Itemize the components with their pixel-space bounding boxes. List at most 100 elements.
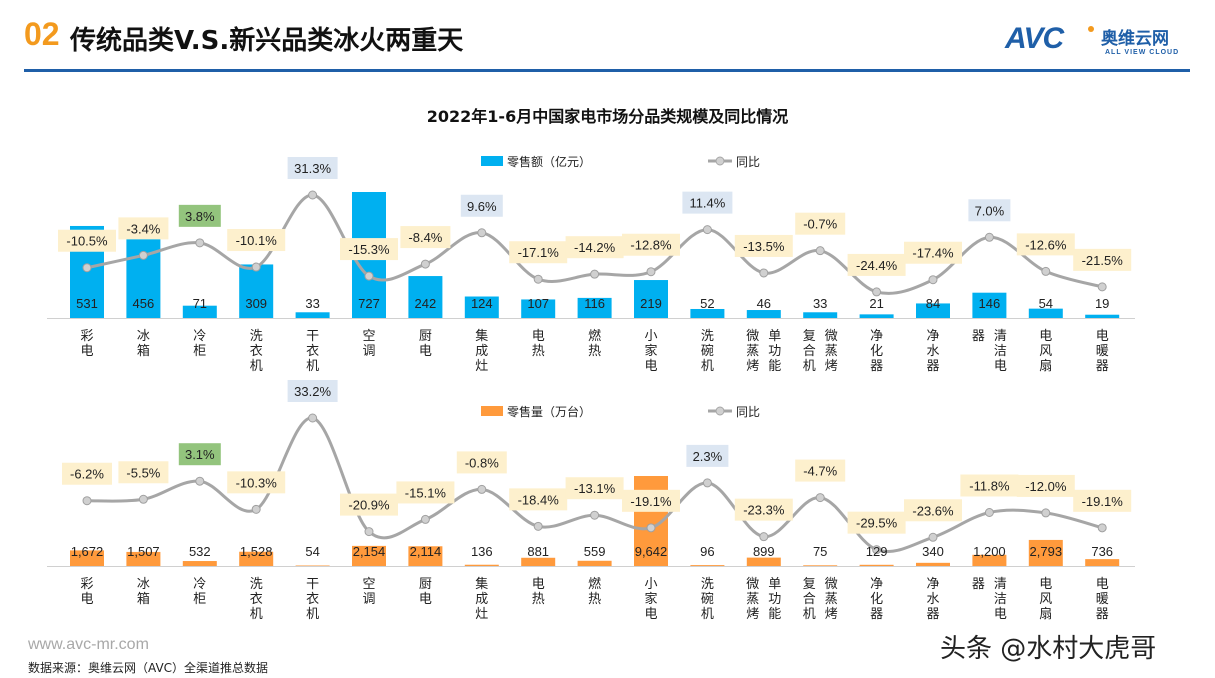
footer-source: 数据来源：奥维云网（AVC）全渠道推总数据 bbox=[28, 661, 269, 675]
yoy-marker bbox=[364, 271, 374, 281]
category-label: 干衣机 bbox=[306, 577, 319, 622]
category-label: 燃热 bbox=[588, 576, 601, 607]
page-title: 传统品类V.S.新兴品类冰火两重天 bbox=[70, 26, 464, 56]
yoy-marker bbox=[138, 250, 148, 260]
avc-logo: AVC 奥维云网 ALL VIEW CLOUD bbox=[1005, 22, 1195, 62]
bar-value-label: 107 bbox=[527, 296, 549, 311]
yoy-marker bbox=[759, 532, 769, 542]
yoy-marker bbox=[1041, 508, 1051, 518]
category-label: 彩电 bbox=[80, 329, 93, 359]
legend-line-marker bbox=[715, 406, 725, 416]
yoy-label: -14.2% bbox=[574, 240, 616, 255]
category-label: 冰箱 bbox=[137, 329, 150, 359]
bar bbox=[859, 314, 894, 318]
bar-value-label: 899 bbox=[753, 544, 775, 559]
bar-value-label: 129 bbox=[866, 544, 888, 559]
yoy-marker bbox=[872, 545, 882, 555]
yoy-label-box bbox=[734, 498, 793, 521]
yoy-label: -19.1% bbox=[630, 494, 672, 509]
yoy-label-box bbox=[686, 444, 729, 467]
yoy-label: -11.8% bbox=[969, 479, 1010, 494]
yoy-label-box bbox=[58, 229, 116, 252]
category-label: 单功能微蒸烤 bbox=[746, 577, 781, 622]
bar bbox=[577, 560, 612, 566]
category-label: 空调 bbox=[362, 329, 375, 359]
bar bbox=[690, 308, 725, 318]
yoy-marker bbox=[364, 527, 374, 537]
yoy-marker bbox=[1097, 282, 1107, 292]
category-label: 小家电 bbox=[644, 577, 657, 622]
yoy-label: -0.8% bbox=[465, 455, 499, 470]
bar-value-label: 2,154 bbox=[353, 544, 386, 559]
bar-value-label: 736 bbox=[1091, 544, 1113, 559]
yoy-label: -20.9% bbox=[348, 498, 390, 513]
category-label: 净水器 bbox=[926, 577, 939, 622]
bar bbox=[352, 545, 386, 566]
yoy-marker bbox=[251, 504, 261, 514]
category-label: 净化器 bbox=[870, 329, 883, 374]
yoy-label-box bbox=[227, 229, 286, 252]
yoy-label-box bbox=[847, 511, 906, 534]
legend-bar-swatch bbox=[481, 156, 503, 166]
yoy-label-box bbox=[227, 471, 286, 494]
yoy-label-box bbox=[62, 462, 112, 485]
yoy-label: -19.1% bbox=[1082, 494, 1124, 509]
category-label: 电暖器 bbox=[1096, 577, 1109, 622]
bar-value-label: 1,528 bbox=[240, 544, 273, 559]
yoy-label-box bbox=[622, 489, 680, 512]
yoy-marker bbox=[646, 267, 656, 277]
header-divider bbox=[24, 69, 1190, 72]
category-label: 电风扇 bbox=[1039, 329, 1052, 374]
yoy-label: -13.1% bbox=[574, 481, 616, 496]
yoy-label: -3.4% bbox=[126, 221, 160, 236]
yoy-label-box bbox=[565, 236, 624, 259]
category-label: 单功能微蒸烤 bbox=[746, 329, 781, 374]
yoy-marker bbox=[82, 263, 92, 273]
yoy-label-box bbox=[904, 241, 962, 264]
watermark: 头条 @水村大虎哥 bbox=[940, 634, 1157, 664]
bar-value-label: 727 bbox=[358, 296, 380, 311]
yoy-marker bbox=[195, 476, 205, 486]
yoy-label-box bbox=[287, 380, 338, 402]
yoy-marker bbox=[1097, 523, 1107, 533]
bar-value-label: 1,672 bbox=[71, 544, 104, 559]
bar-value-label: 52 bbox=[700, 296, 714, 311]
yoy-label: 7.0% bbox=[975, 203, 1005, 218]
bar bbox=[295, 565, 330, 567]
yoy-label: -0.7% bbox=[803, 217, 837, 232]
bar-value-label: 136 bbox=[471, 544, 493, 559]
bar-value-label: 124 bbox=[471, 296, 493, 311]
bar bbox=[972, 292, 1007, 318]
bar bbox=[1028, 539, 1063, 566]
bar bbox=[70, 550, 104, 566]
yoy-marker bbox=[1041, 266, 1051, 276]
bar-value-label: 559 bbox=[584, 544, 606, 559]
yoy-label: 33.2% bbox=[294, 384, 331, 399]
legend-bar-label: 零售量（万台） bbox=[507, 404, 591, 419]
bar bbox=[1028, 308, 1063, 318]
yoy-marker bbox=[984, 508, 994, 517]
logo-dot-icon bbox=[1088, 26, 1094, 32]
category-label: 冰箱 bbox=[137, 577, 150, 607]
yoy-label: -13.5% bbox=[743, 239, 785, 254]
bar-value-label: 532 bbox=[189, 544, 211, 559]
bar bbox=[408, 276, 443, 318]
yoy-label-box bbox=[682, 191, 733, 214]
yoy-marker bbox=[590, 269, 600, 279]
bar bbox=[182, 561, 217, 566]
category-label: 电暖器 bbox=[1096, 329, 1109, 374]
yoy-label-box bbox=[622, 233, 680, 256]
bar bbox=[239, 264, 274, 318]
legend-bar-label: 零售额（亿元） bbox=[507, 154, 591, 169]
yoy-label: 3.1% bbox=[185, 447, 215, 462]
yoy-marker bbox=[533, 274, 543, 284]
yoy-label: 31.3% bbox=[294, 161, 331, 176]
yoy-label-box bbox=[960, 474, 1019, 497]
bar-value-label: 9,642 bbox=[635, 544, 668, 559]
bar bbox=[464, 564, 499, 566]
bar-value-label: 309 bbox=[245, 296, 267, 311]
category-label: 净水器 bbox=[926, 329, 939, 374]
legend-bar-swatch bbox=[481, 406, 503, 416]
category-label: 干衣机 bbox=[306, 329, 319, 374]
yoy-marker bbox=[815, 246, 825, 256]
